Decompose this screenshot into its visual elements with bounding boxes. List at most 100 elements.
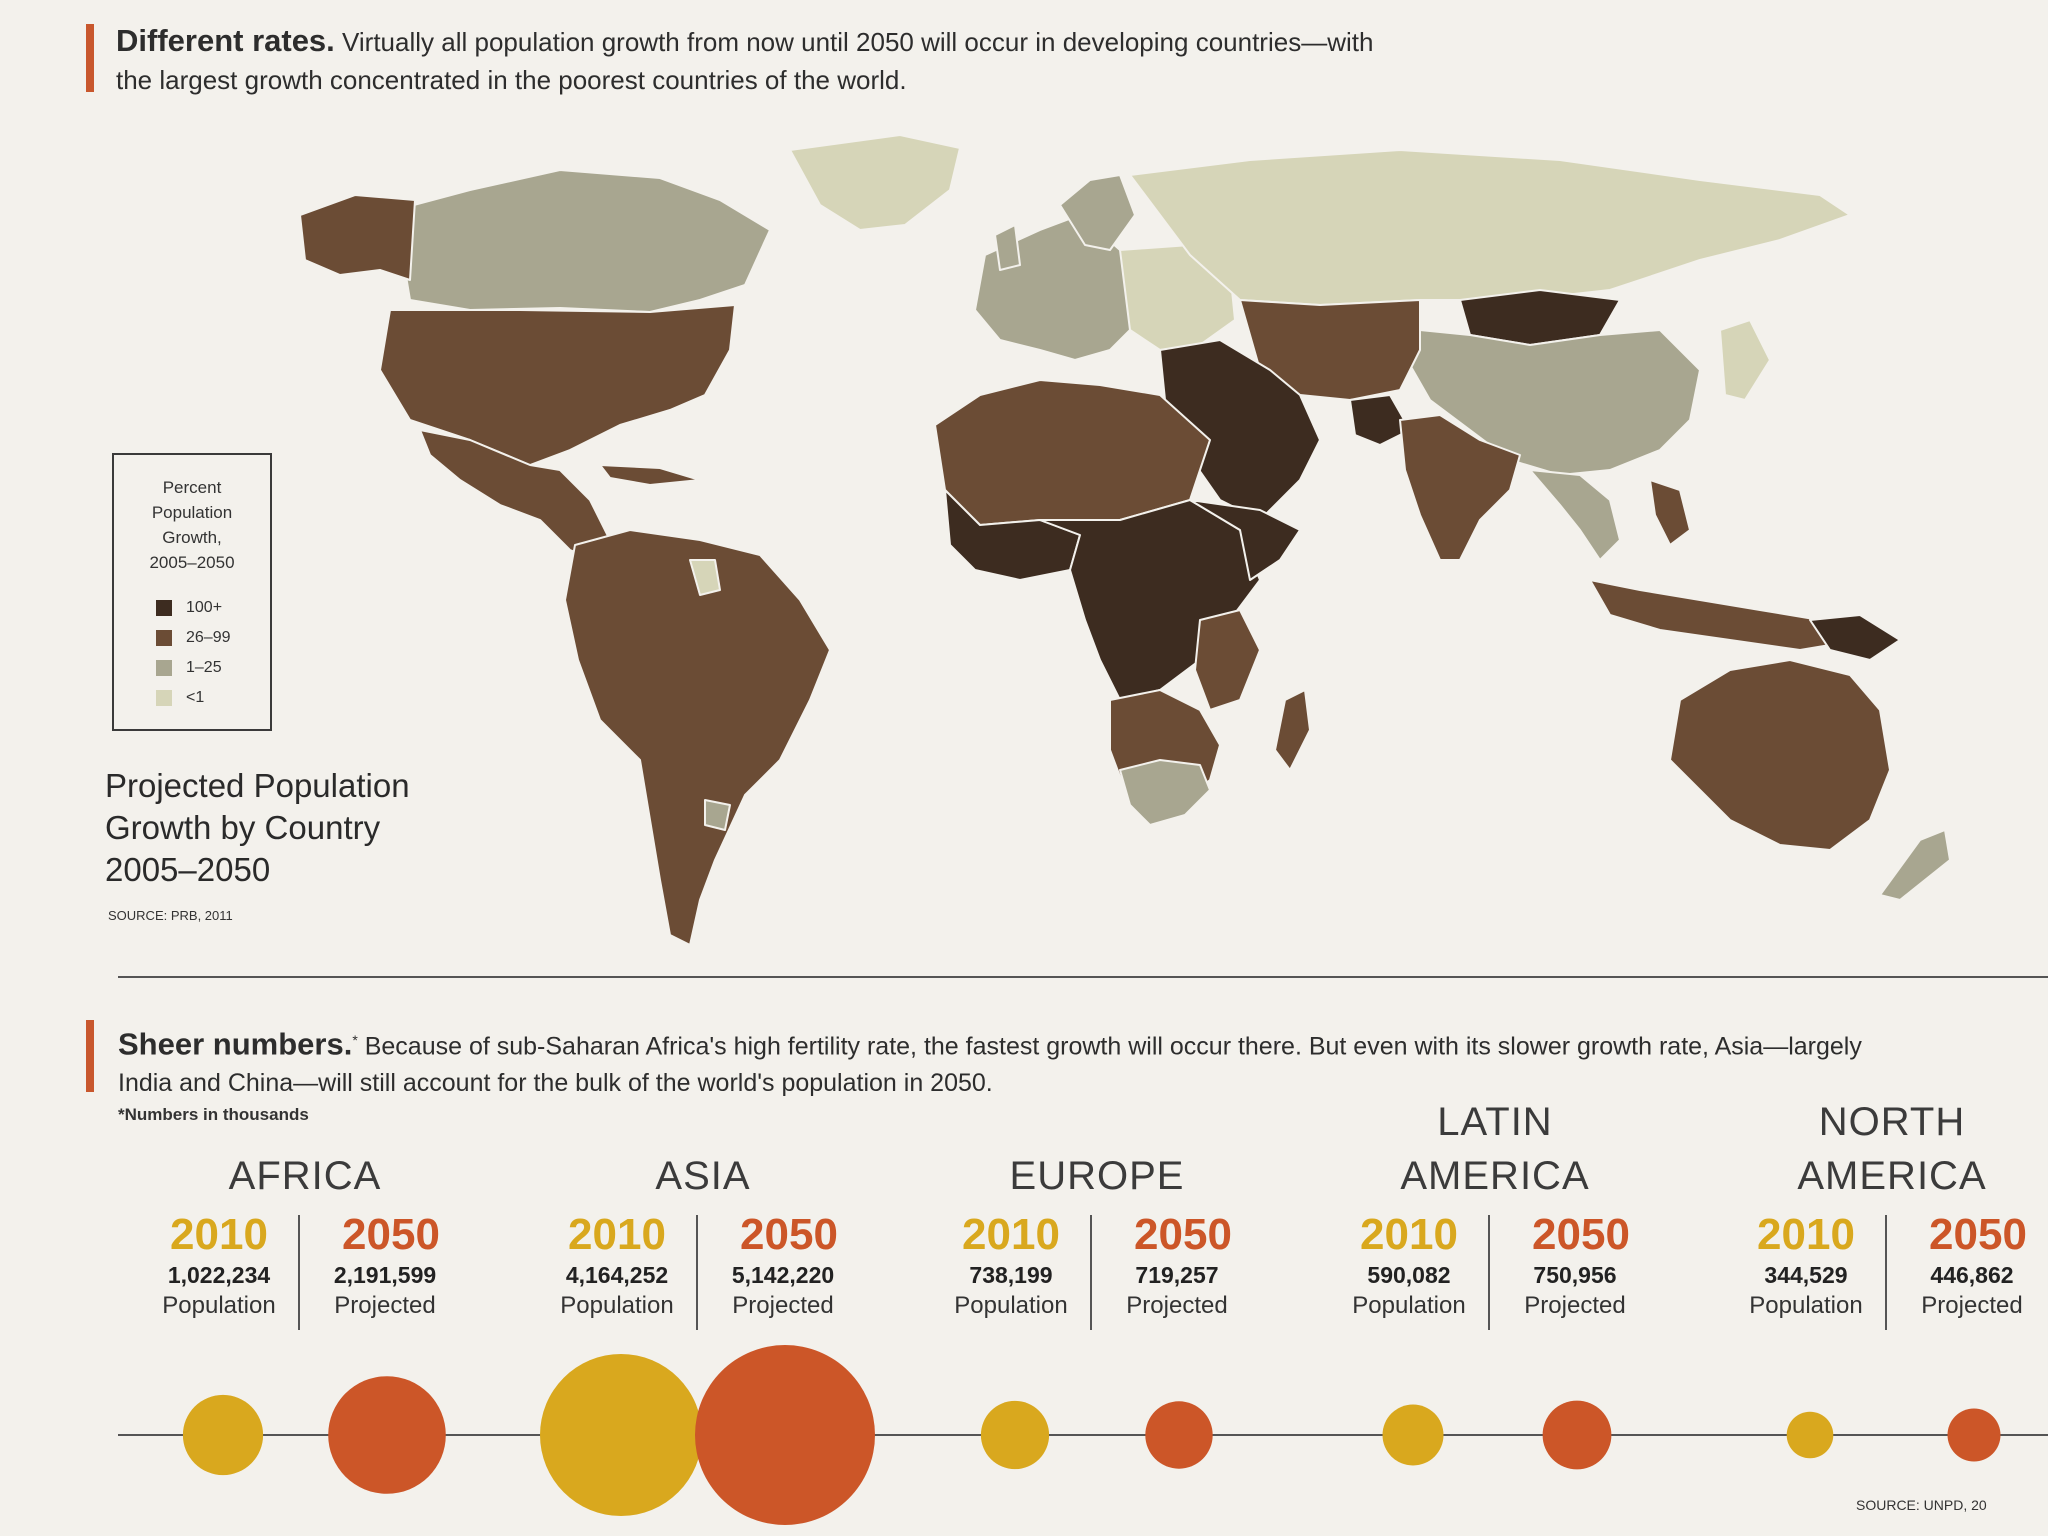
map-region-china (1409, 329, 1701, 476)
region-name: NORTH (1818, 1100, 1966, 1144)
map-region-india (1399, 414, 1521, 561)
map-region-horn-africa (1189, 499, 1301, 581)
header-text: Because of sub-Saharan Africa's high fer… (118, 1032, 1862, 1098)
population-2010-value: 344,529 (1764, 1262, 1848, 1288)
legend-label: 100+ (186, 599, 223, 616)
map-region-caribbean (599, 464, 701, 486)
map-region-se-asia (1529, 469, 1621, 561)
map-region-australia (1669, 659, 1891, 851)
map-region-uk (994, 224, 1021, 271)
region-panel: ASIA 2010 4,164,252 Population 2050 5,142,220… (513, 1095, 893, 1330)
map-region-scandinavia (1059, 174, 1136, 251)
legend-swatch (156, 690, 172, 706)
population-2010-caption: Population (954, 1292, 1068, 1319)
map-source: SOURCE: PRB, 2011 (108, 908, 233, 923)
legend-label: 1–25 (186, 659, 222, 676)
population-2050-value: 719,257 (1135, 1262, 1219, 1288)
map-region-russia (1129, 149, 1851, 306)
bubble-2050 (1542, 1400, 1612, 1470)
map-region-greenland (789, 134, 961, 231)
map-region-east-africa (1194, 609, 1261, 711)
map-region-south-africa (1119, 759, 1211, 826)
year-2050-label: 2050 (1929, 1210, 2027, 1259)
population-2050-value: 5,142,220 (731, 1262, 835, 1288)
map-region-png (1809, 614, 1901, 661)
population-2010-value: 4,164,252 (565, 1262, 669, 1288)
region-panel: LATIN AMERICA 2010 590,082 Population 2050 750… (1305, 1095, 1685, 1330)
map-region-north-africa (934, 379, 1211, 526)
bubble-2050 (328, 1376, 446, 1494)
map-region-indonesia (1589, 579, 1861, 651)
region-name: ASIA (655, 1154, 751, 1198)
map-region-uruguay (704, 799, 731, 831)
legend-label: <1 (186, 689, 205, 706)
year-2050-label: 2050 (740, 1210, 838, 1259)
map-region-philippines (1649, 479, 1691, 546)
population-2010-caption: Population (1749, 1292, 1863, 1319)
legend-swatch (156, 630, 172, 646)
header-sheer-numbers: Sheer numbers.* Because of sub-Saharan A… (118, 1022, 1918, 1102)
header-text: Virtually all population growth from now… (116, 27, 1374, 95)
map-title-line: 2005–2050 (105, 851, 271, 888)
map-region-afghanistan (1349, 394, 1411, 446)
map-region-japan (1719, 319, 1771, 401)
map-region-south-america (564, 529, 831, 946)
population-2050-caption: Projected (1524, 1292, 1626, 1319)
map-region-guiana (689, 559, 721, 596)
map-region-new-zealand (1879, 829, 1951, 901)
population-2050-caption: Projected (334, 1292, 436, 1319)
header-title: Sheer numbers. (118, 1026, 353, 1062)
map-region-madagascar (1274, 689, 1311, 771)
footnote: *Numbers in thousands (118, 1105, 309, 1124)
bubble-2010 (1382, 1404, 1444, 1466)
map-region-alaska (299, 194, 416, 281)
map-title-line: Growth by Country (105, 809, 381, 846)
map-title: Projected Population Growth by Country 2… (105, 765, 410, 891)
region-name: AFRICA (228, 1154, 382, 1198)
legend-item-26-99: 26–99 (156, 626, 231, 650)
bubble-2010 (182, 1394, 264, 1476)
header-title-mark: * (352, 1032, 358, 1048)
bubble-2050 (1947, 1408, 2001, 1462)
year-separator (298, 1215, 300, 1330)
population-2050-caption: Projected (1921, 1292, 2023, 1319)
chart-source: SOURCE: UNPD, 20 (1856, 1497, 1987, 1513)
population-2010-value: 738,199 (969, 1262, 1053, 1288)
population-2050-value: 750,956 (1533, 1262, 1617, 1288)
population-2050-value: 446,862 (1930, 1262, 2014, 1288)
legend-item-under-1: <1 (156, 686, 204, 710)
year-2010-label: 2010 (1360, 1210, 1458, 1259)
map-title-line: Projected Population (105, 767, 410, 804)
region-name: AMERICA (1797, 1154, 1987, 1198)
map-region-usa (379, 304, 736, 466)
accent-bar-2 (86, 1020, 94, 1092)
year-2050-label: 2050 (1532, 1210, 1630, 1259)
year-2050-label: 2050 (1134, 1210, 1232, 1259)
region-panel: AFRICA 2010 1,022,234 Population 2050 2,191,5… (115, 1095, 495, 1330)
legend-title-line: Growth, (162, 528, 222, 547)
region-name: LATIN (1437, 1100, 1553, 1144)
bubble-2010 (980, 1400, 1050, 1470)
legend-swatch (156, 660, 172, 676)
legend-swatch (156, 600, 172, 616)
map-region-canada (394, 169, 771, 313)
region-name: EUROPE (1009, 1154, 1185, 1198)
year-2010-label: 2010 (962, 1210, 1060, 1259)
legend-title: Percent Population Growth, 2005–2050 (114, 475, 270, 575)
legend-item-100-plus: 100+ (156, 596, 222, 620)
map-legend: Percent Population Growth, 2005–2050 100… (112, 453, 272, 731)
bubble-2010 (1786, 1411, 1834, 1459)
legend-title-line: Population (151, 503, 233, 522)
year-2010-label: 2010 (170, 1210, 268, 1259)
year-separator (1885, 1215, 1887, 1330)
world-map (299, 134, 1951, 946)
year-2010-label: 2010 (568, 1210, 666, 1259)
year-separator (1488, 1215, 1490, 1330)
population-2010-caption: Population (1352, 1292, 1466, 1319)
year-separator (696, 1215, 698, 1330)
population-2010-caption: Population (162, 1292, 276, 1319)
population-2010-value: 1,022,234 (167, 1262, 271, 1288)
population-2050-value: 2,191,599 (333, 1262, 437, 1288)
region-panel: NORTH AMERICA 2010 344,529 Population 2050 446… (1702, 1095, 2048, 1330)
year-2010-label: 2010 (1757, 1210, 1855, 1259)
